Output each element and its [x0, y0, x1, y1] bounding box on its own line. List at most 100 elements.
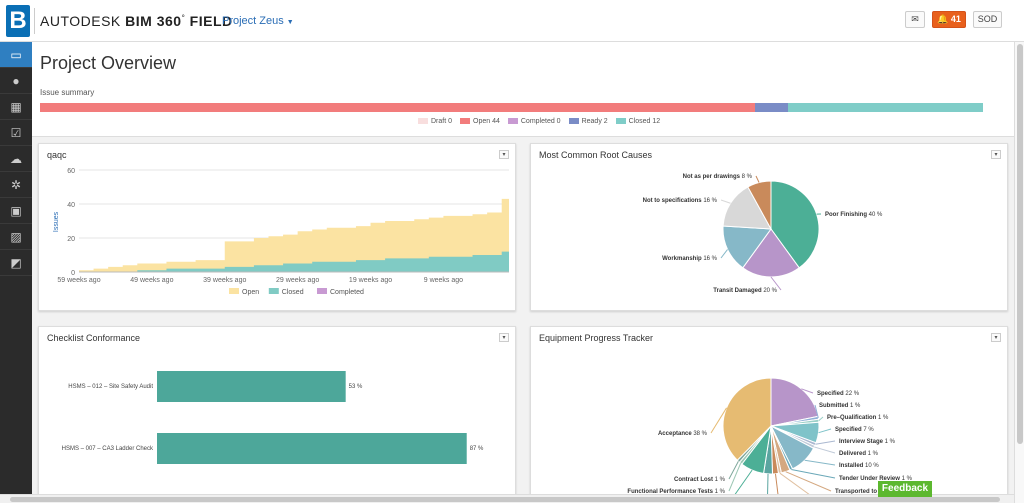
legend-swatch — [418, 118, 428, 125]
issue-summary-label: Issue summary — [40, 88, 95, 97]
issue-summary-legend: Draft 0 Open 44 Completed 0 Ready 2 Closed 1… — [418, 118, 660, 125]
legend-label-open[interactable]: Open — [242, 289, 259, 296]
series-open-area[interactable] — [79, 197, 509, 272]
bar-value-label: 53 % — [349, 384, 363, 390]
pie-label-leader — [815, 440, 836, 445]
page-title: Project Overview — [40, 53, 177, 73]
vertical-scroll-thumb[interactable] — [1017, 44, 1023, 444]
sidebar-item-image[interactable]: ▨ — [0, 224, 32, 250]
legend-label-completed[interactable]: Completed — [330, 289, 364, 296]
pie-slice[interactable] — [742, 228, 800, 278]
legend-label: Open 44 — [473, 118, 500, 125]
pie-label-leader — [818, 416, 824, 422]
header-divider — [34, 8, 35, 34]
pie-label-leader — [720, 249, 728, 259]
alert-icon: ● — [12, 74, 20, 88]
issue-segment-open[interactable] — [40, 103, 756, 112]
issue-segment-closed[interactable] — [787, 103, 983, 112]
vertical-scrollbar[interactable] — [1014, 42, 1024, 503]
root-causes-title: Most Common Root Causes — [539, 150, 653, 160]
pie-label: Contract Lost 1 % — [674, 477, 726, 483]
pie-label: Submitted 1 % — [819, 403, 861, 409]
brand-autodesk: AUTODESK — [40, 13, 121, 29]
pie-slice[interactable] — [722, 377, 772, 461]
y-tick-label: 40 — [67, 202, 75, 209]
sidebar-item-tasks[interactable]: ▣ — [0, 198, 32, 224]
brand-title: AUTODESK BIM 360° FIELD — [40, 13, 233, 29]
pie-label: Poor Finishing 40 % — [825, 212, 883, 218]
legend-label: Completed 0 — [520, 118, 561, 125]
pie-label-leader — [770, 276, 782, 291]
sidebar-item-reports[interactable]: ◩ — [0, 250, 32, 276]
legend-label-closed[interactable]: Closed — [282, 289, 304, 296]
equipment-menu-button[interactable]: ▾ — [991, 333, 1001, 342]
bell-icon: 🔔 — [937, 14, 949, 24]
root-causes-menu-button[interactable]: ▾ — [991, 150, 1001, 159]
checklist-bar[interactable] — [157, 371, 346, 402]
qaqc-menu-button[interactable]: ▾ — [499, 150, 509, 159]
legend-label: Ready 2 — [581, 118, 608, 125]
equipment-icon: ✲ — [10, 178, 22, 192]
bar-category-label: HSMS – 007 – CA3 Ladder Check — [62, 446, 154, 452]
legend-swatch — [507, 118, 518, 125]
legend-swatch — [460, 118, 471, 125]
pie-slice[interactable] — [747, 180, 772, 230]
checklist-icon: ☑ — [10, 126, 22, 140]
issue-segment-ready[interactable] — [755, 103, 788, 112]
x-tick-label: 19 weeks ago — [349, 277, 392, 284]
sidebar-item-equipment[interactable]: ✲ — [0, 172, 32, 198]
brand-degree: ° — [181, 13, 186, 23]
legend-open[interactable]: Open 44 — [460, 118, 500, 125]
user-menu-button[interactable]: SOD — [973, 11, 1002, 28]
pie-label: Delivered 1 % — [839, 451, 879, 457]
y-axis-label: Issues — [53, 211, 60, 232]
mail-button[interactable]: ✉ — [905, 11, 925, 28]
checklist-bar[interactable] — [157, 433, 467, 464]
bar-value-label: 87 % — [470, 446, 484, 452]
equipment-chart: Specified 22 % Submitted 1 % Pre–Qualifica… — [627, 377, 913, 503]
pie-label: Acceptance 38 % — [658, 431, 708, 437]
qaqc-panel: qaqc ▾ 0 20 40 60 Issues 59 weeks ago 49 weeks… — [38, 143, 516, 311]
pie-label-leader — [785, 471, 832, 492]
pie-slice[interactable] — [722, 186, 772, 230]
equipment-title: Equipment Progress Tracker — [539, 333, 654, 343]
reports-icon: ◩ — [10, 256, 22, 270]
sidebar-item-monitor[interactable]: ▭ — [0, 42, 32, 68]
pie-slice[interactable] — [770, 180, 820, 269]
qaqc-chart: 0 20 40 60 Issues 59 weeks ago 49 weeks ago 39 … — [53, 168, 509, 296]
project-selector[interactable]: Project Zeus ▼ — [222, 15, 294, 27]
pie-label-leader — [728, 461, 739, 480]
project-name: Project Zeus — [222, 15, 284, 27]
checklist-chart: HSMS – 012 – Site Safety Audit 53 % HSMS –… — [62, 371, 484, 464]
bim360-logo[interactable]: B — [6, 5, 30, 37]
legend-ready[interactable]: Ready 2 — [568, 118, 608, 125]
legend-swatch-open — [229, 288, 239, 294]
legend-draft[interactable]: Draft 0 — [418, 118, 452, 125]
horizontal-scrollbar[interactable] — [0, 494, 1014, 503]
mail-icon: ✉ — [911, 14, 919, 24]
legend-label: Draft 0 — [431, 118, 453, 125]
horizontal-scroll-thumb[interactable] — [10, 497, 1000, 502]
qaqc-title: qaqc — [47, 150, 67, 160]
legend-closed[interactable]: Closed 12 — [615, 118, 660, 125]
legend-swatch-completed — [317, 288, 327, 294]
pie-label-leader — [814, 404, 819, 418]
feedback-button[interactable]: Feedback — [878, 481, 932, 497]
y-tick-label: 20 — [67, 236, 75, 243]
pie-label: Specified 22 % — [817, 391, 860, 397]
weather-icon: ☁ — [10, 152, 22, 166]
series-closed-area[interactable] — [79, 251, 509, 272]
pie-label-leader — [728, 462, 742, 492]
pie-label-leader — [755, 175, 760, 183]
issue-summary-bar[interactable] — [40, 103, 983, 112]
pie-label-leader — [814, 446, 836, 454]
legend-completed[interactable]: Completed 0 — [507, 118, 561, 125]
notifications-button[interactable]: 🔔 41 — [932, 11, 966, 28]
calendar-icon: ▦ — [10, 100, 22, 114]
sidebar-item-checklist[interactable]: ☑ — [0, 120, 32, 146]
pie-slice[interactable] — [722, 225, 772, 269]
sidebar-item-alert[interactable]: ● — [0, 68, 32, 94]
checklist-menu-button[interactable]: ▾ — [499, 333, 509, 342]
sidebar-item-weather[interactable]: ☁ — [0, 146, 32, 172]
sidebar-item-calendar[interactable]: ▦ — [0, 94, 32, 120]
